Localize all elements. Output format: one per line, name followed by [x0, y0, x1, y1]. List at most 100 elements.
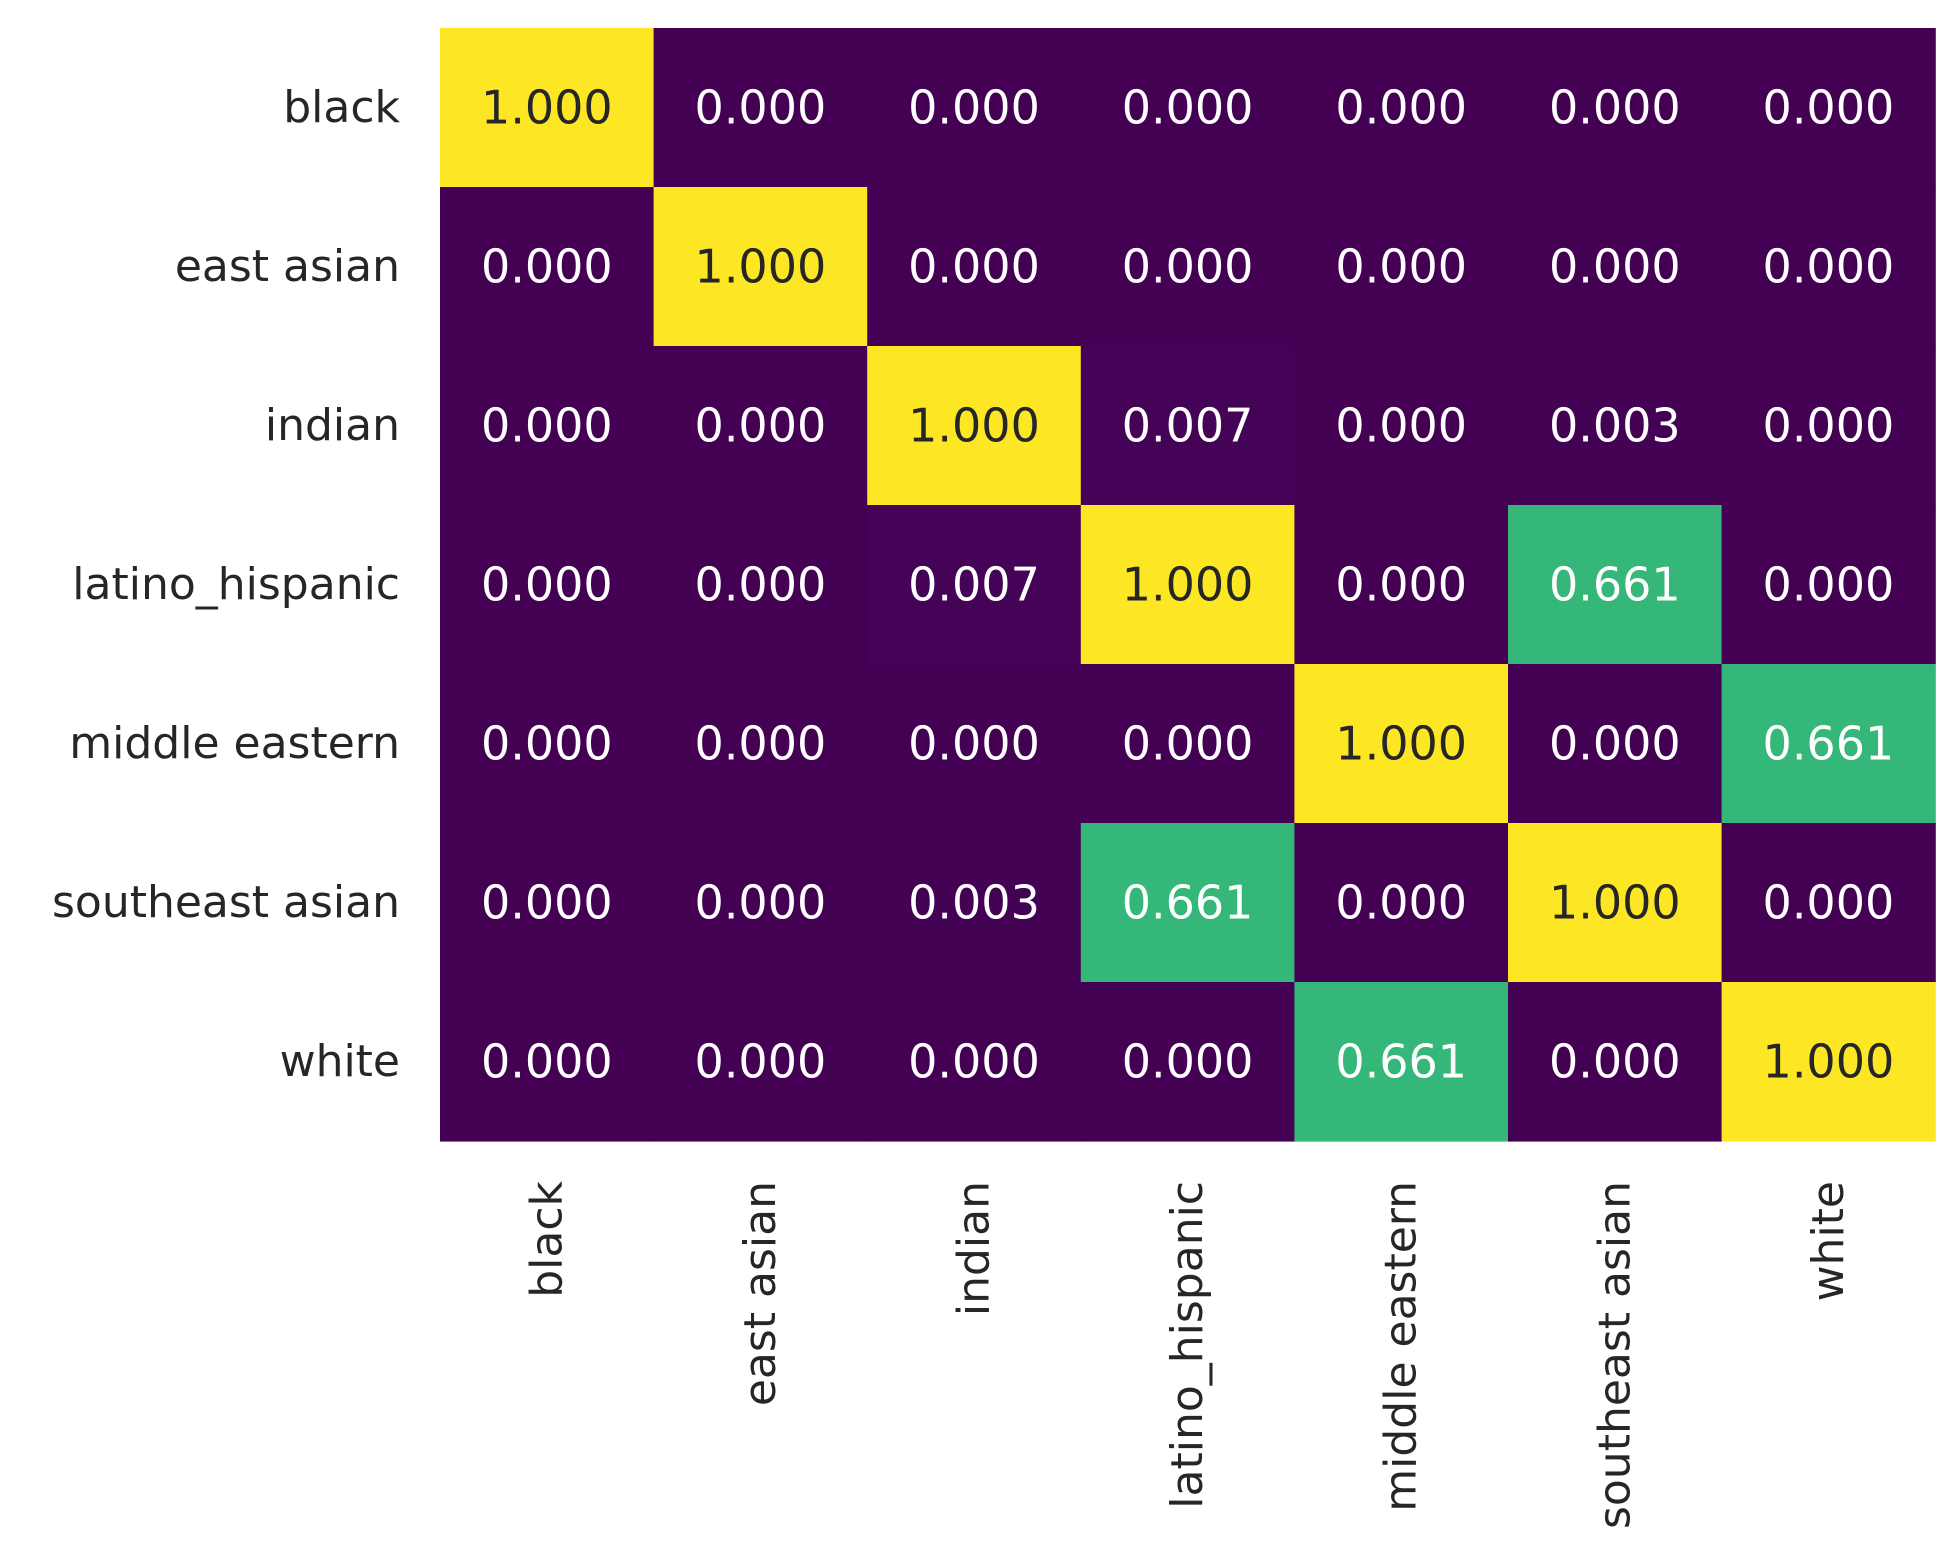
heatmap-cell	[1294, 982, 1509, 1142]
heatmap-cell	[1508, 982, 1723, 1142]
cell-value-label: 0.000	[1549, 240, 1681, 294]
cell-value-label: 0.661	[1122, 876, 1254, 930]
cell-value-label: 0.000	[695, 81, 827, 135]
cell-value-label: 0.000	[1549, 717, 1681, 771]
heatmap-cell	[1080, 187, 1295, 347]
heatmap-cells	[440, 28, 1936, 1142]
heatmap-cell-labels: 1.000 0.000 0.000 0.000 0.000 0.000 0.000 0.000…	[481, 81, 1894, 1089]
cell-value-label: 1.000	[1763, 1035, 1895, 1089]
cell-value-label: 0.000	[908, 717, 1040, 771]
heatmap-cell	[1721, 346, 1936, 506]
heatmap-cell	[1508, 28, 1723, 188]
y-tick-label: indian	[265, 400, 400, 451]
x-tick-label: white	[1803, 1181, 1854, 1301]
cell-value-label: 0.000	[1335, 399, 1467, 453]
cell-value-label: 1.000	[1549, 876, 1681, 930]
x-tick-label: black	[521, 1180, 572, 1297]
heatmap-cell	[653, 187, 868, 347]
cell-value-label: 0.000	[1763, 558, 1895, 612]
cell-value-label: 0.007	[908, 558, 1040, 612]
x-tick-label: latino_hispanic	[1162, 1181, 1213, 1509]
heatmap-cell	[1294, 823, 1509, 983]
cell-value-label: 0.000	[1122, 1035, 1254, 1089]
heatmap-cell	[867, 28, 1082, 188]
cell-value-label: 1.000	[1335, 717, 1467, 771]
cell-value-label: 0.000	[695, 717, 827, 771]
heatmap-cell	[653, 982, 868, 1142]
heatmap-cell	[440, 346, 655, 506]
cell-value-label: 0.000	[1763, 876, 1895, 930]
cell-value-label: 0.000	[695, 399, 827, 453]
heatmap-cell	[1294, 505, 1509, 665]
heatmap-cell	[1508, 664, 1723, 824]
cell-value-label: 0.007	[1122, 399, 1254, 453]
y-axis-tick-labels: black east asian indian latino_hispanicmidd…	[52, 82, 401, 1087]
heatmap-cell	[653, 823, 868, 983]
cell-value-label: 0.000	[1763, 81, 1895, 135]
x-tick-label: indian	[949, 1181, 1000, 1316]
heatmap-cell	[1294, 187, 1509, 347]
cell-value-label: 0.000	[1122, 81, 1254, 135]
heatmap-cell	[867, 346, 1082, 506]
cell-value-label: 0.000	[1335, 240, 1467, 294]
cell-value-label: 0.003	[908, 876, 1040, 930]
cell-value-label: 0.000	[481, 240, 613, 294]
cell-value-label: 1.000	[695, 240, 827, 294]
heatmap-cell	[1721, 505, 1936, 665]
heatmap-cell	[440, 823, 655, 983]
heatmap-cell	[653, 346, 868, 506]
heatmap-cell	[1508, 187, 1723, 347]
heatmap-cell	[1508, 346, 1723, 506]
heatmap-cell	[1721, 664, 1936, 824]
heatmap-cell	[440, 28, 655, 188]
cell-value-label: 0.000	[481, 717, 613, 771]
heatmap-cell	[1080, 28, 1295, 188]
heatmap-cell	[1294, 28, 1509, 188]
cell-value-label: 0.000	[481, 1035, 613, 1089]
cell-value-label: 0.000	[908, 240, 1040, 294]
heatmap-cell	[867, 187, 1082, 347]
heatmap-cell	[1508, 505, 1723, 665]
x-tick-label: southeast asian	[1589, 1181, 1640, 1529]
heatmap-cell	[653, 28, 868, 188]
heatmap-cell	[653, 505, 868, 665]
cell-value-label: 0.000	[1335, 876, 1467, 930]
cell-value-label: 0.000	[1122, 240, 1254, 294]
cell-value-label: 0.661	[1763, 717, 1895, 771]
cell-value-label: 0.000	[1549, 81, 1681, 135]
heatmap-cell	[653, 664, 868, 824]
cell-value-label: 0.000	[1122, 717, 1254, 771]
cell-value-label: 0.661	[1335, 1035, 1467, 1089]
y-tick-label: southeast asian	[52, 877, 400, 928]
y-tick-label: black	[283, 82, 400, 133]
cell-value-label: 0.000	[695, 558, 827, 612]
cell-value-label: 0.000	[1763, 240, 1895, 294]
y-tick-label: white	[280, 1036, 400, 1087]
heatmap-cell	[1294, 664, 1509, 824]
cell-value-label: 1.000	[1122, 558, 1254, 612]
cell-value-label: 0.003	[1549, 399, 1681, 453]
cell-value-label: 0.000	[1763, 399, 1895, 453]
cell-value-label: 0.000	[481, 399, 613, 453]
heatmap-cell	[440, 982, 655, 1142]
heatmap-cell	[1080, 982, 1295, 1142]
heatmap-cell	[867, 505, 1082, 665]
cell-value-label: 0.661	[1549, 558, 1681, 612]
x-tick-label: middle eastern	[1376, 1181, 1427, 1512]
heatmap-cell	[1721, 982, 1936, 1142]
heatmap-cell	[1080, 823, 1295, 983]
y-tick-label: latino_hispanic	[72, 559, 400, 610]
heatmap-cell	[440, 505, 655, 665]
heatmap-cell	[440, 187, 655, 347]
y-tick-label: middle eastern	[69, 718, 400, 769]
heatmap-cell	[1080, 664, 1295, 824]
x-tick-label: east asian	[735, 1181, 786, 1406]
cell-value-label: 0.000	[1335, 558, 1467, 612]
heatmap-cell	[1294, 346, 1509, 506]
cell-value-label: 0.000	[695, 876, 827, 930]
cell-value-label: 0.000	[908, 81, 1040, 135]
heatmap-cell	[867, 823, 1082, 983]
heatmap-cell	[1721, 187, 1936, 347]
cell-value-label: 0.000	[908, 1035, 1040, 1089]
